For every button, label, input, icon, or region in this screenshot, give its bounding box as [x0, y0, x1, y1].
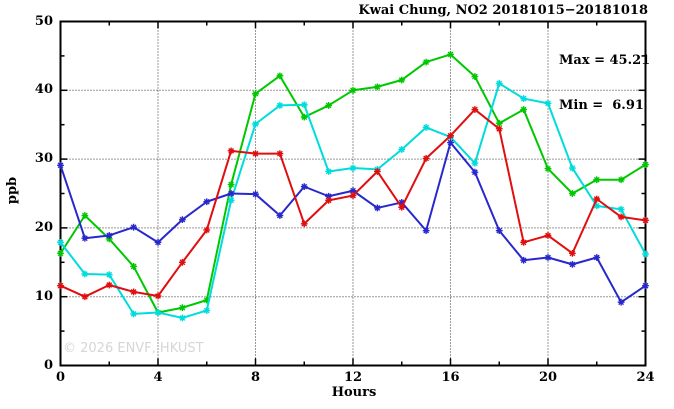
series-markers-green [57, 51, 649, 316]
x-tick-label: 8 [250, 370, 261, 385]
series-red [57, 106, 649, 301]
y-tick-label: 10 [34, 288, 53, 304]
x-tick-label: 20 [538, 370, 558, 385]
series-markers-red [57, 106, 649, 301]
y-tick-label: 20 [34, 219, 53, 235]
y-axis-title: ppb [5, 176, 21, 205]
x-tick-label: 12 [343, 370, 363, 385]
series-line-red [60, 108, 646, 298]
min-value-label: Min = 6.91 [559, 98, 644, 113]
y-tick-label: 40 [34, 82, 53, 98]
y-tick-label: 50 [34, 13, 53, 29]
chart-title: Kwai Chung, NO2 20181015−20181018 [358, 3, 648, 18]
y-tick-label: 30 [34, 151, 53, 167]
x-tick-label: 24 [636, 370, 655, 385]
x-tick-label: 16 [441, 370, 460, 385]
x-tick-label: 0 [55, 370, 66, 385]
max-value-label: Max = 45.21 [559, 53, 651, 68]
series-markers-blue [57, 139, 649, 306]
x-tick-label: 4 [153, 370, 163, 385]
axis-ticks [59, 20, 647, 367]
x-axis-title: Hours [331, 385, 377, 400]
series-blue [57, 139, 649, 306]
watermark: © 2026 ENVF, HKUST [63, 341, 204, 356]
y-tick-label: 0 [43, 357, 53, 373]
stat-annotation: Max = 45.21 Min = 6.91 [559, 23, 650, 143]
